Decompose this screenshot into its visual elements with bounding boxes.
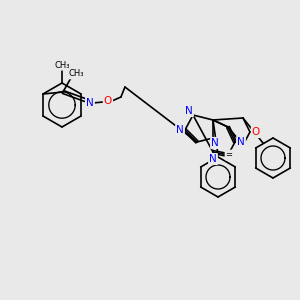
Text: N: N (211, 138, 219, 148)
Text: CH₃: CH₃ (54, 61, 70, 70)
Text: CH₃: CH₃ (68, 70, 84, 79)
Text: O: O (104, 96, 112, 106)
Text: N: N (176, 125, 184, 135)
Text: =: = (226, 151, 232, 160)
Text: N: N (185, 106, 193, 116)
Text: N: N (209, 154, 217, 164)
Text: O: O (252, 127, 260, 137)
Text: N: N (237, 137, 245, 147)
Text: N: N (86, 98, 94, 108)
